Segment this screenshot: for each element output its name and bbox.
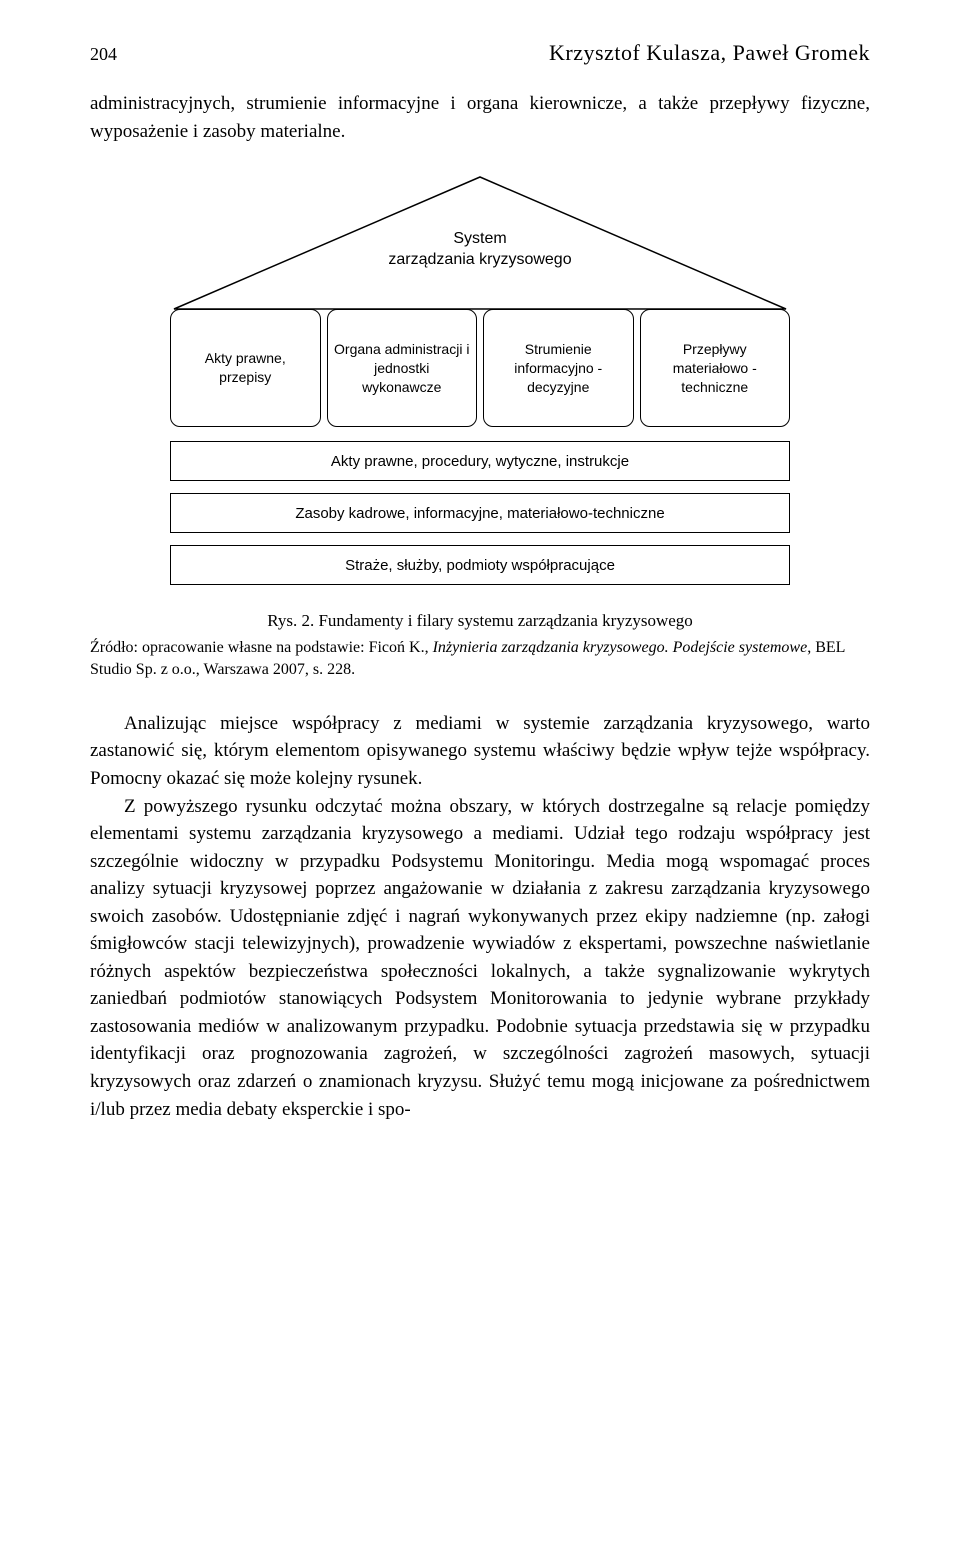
- diagram-roof: System zarządzania kryzysowego: [170, 173, 790, 313]
- roof-label-line1: System: [170, 229, 790, 250]
- figure-source: Źródło: opracowanie własne na podstawie:…: [90, 637, 870, 682]
- diagram-bars: Akty prawne, procedury, wytyczne, instru…: [170, 441, 790, 585]
- pillar-3: Strumienie informacyjno - decyzyjne: [483, 309, 634, 427]
- source-italic: Inżynieria zarządzania kryzysowego. Pode…: [433, 639, 808, 656]
- bar-2: Zasoby kadrowe, informacyjne, materiałow…: [170, 493, 790, 533]
- roof-label: System zarządzania kryzysowego: [170, 229, 790, 271]
- bar-3: Straże, służby, podmioty współpracujące: [170, 545, 790, 585]
- bar-1: Akty prawne, procedury, wytyczne, instru…: [170, 441, 790, 481]
- source-prefix: Źródło: opracowanie własne na podstawie:…: [90, 639, 433, 656]
- pillar-2: Organa administracji i jednostki wykonaw…: [327, 309, 478, 427]
- page-number: 204: [90, 44, 117, 65]
- pillar-4: Przepływy materiałowo - techniczne: [640, 309, 791, 427]
- pillar-1: Akty prawne, przepisy: [170, 309, 321, 427]
- roof-label-line2: zarządzania kryzysowego: [170, 250, 790, 271]
- figure-caption: Rys. 2. Fundamenty i filary systemu zarz…: [90, 611, 870, 631]
- authors: Krzysztof Kulasza, Paweł Gromek: [549, 40, 870, 66]
- house-diagram: System zarządzania kryzysowego Akty praw…: [170, 173, 790, 585]
- body-paragraph-2: Z powyższego rysunku odczytać można obsz…: [90, 793, 870, 1124]
- diagram-pillars: Akty prawne, przepisy Organa administrac…: [170, 309, 790, 427]
- intro-paragraph: administracyjnych, strumienie informacyj…: [90, 90, 870, 145]
- page-header: 204 Krzysztof Kulasza, Paweł Gromek: [90, 40, 870, 66]
- body-paragraph-1: Analizując miejsce współpracy z mediami …: [90, 710, 870, 793]
